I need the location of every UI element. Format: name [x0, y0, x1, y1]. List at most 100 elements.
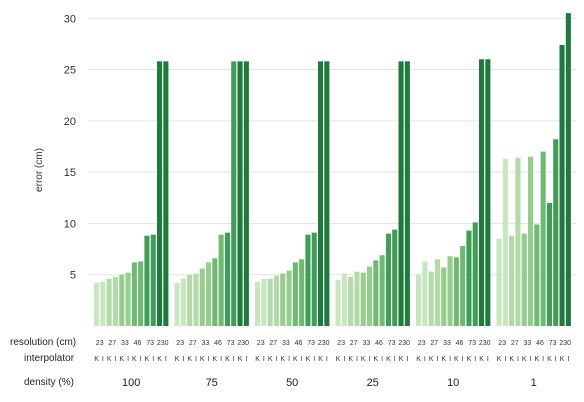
interpolator-tick-label: I	[343, 356, 345, 363]
bar	[479, 59, 485, 327]
resolution-tick-label: 46	[536, 340, 544, 347]
bar	[485, 59, 491, 327]
bar	[193, 273, 199, 326]
interpolator-tick-label: K	[318, 356, 323, 363]
interpolator-tick-label: I	[140, 356, 142, 363]
interpolator-tick-label: I	[449, 356, 451, 363]
interpolator-tick-label: K	[429, 356, 434, 363]
bar	[292, 262, 298, 326]
bar	[286, 270, 292, 326]
bar	[496, 238, 502, 326]
bar	[163, 61, 169, 327]
resolution-tick-label: 27	[269, 340, 277, 347]
interpolator-tick-label: K	[213, 356, 218, 363]
resolution-tick-label: 230	[559, 340, 571, 347]
resolution-tick-label: 33	[202, 340, 210, 347]
interpolator-tick-label: I	[462, 356, 464, 363]
interpolator-tick-label: K	[348, 356, 353, 363]
bar	[255, 281, 261, 326]
resolution-tick-label: 230	[318, 340, 330, 347]
bar	[354, 271, 360, 326]
interpolator-tick-label: K	[225, 356, 230, 363]
density-label: 1	[531, 377, 537, 389]
y-tick-label: 10	[64, 218, 76, 230]
bar	[472, 222, 478, 326]
bar	[112, 276, 118, 326]
bar	[180, 278, 186, 326]
resolution-tick-label: 46	[456, 340, 464, 347]
interpolator-tick-label: K	[187, 356, 192, 363]
interpolator-tick-label: I	[424, 356, 426, 363]
interpolator-tick-label: I	[220, 356, 222, 363]
interpolator-tick-label: I	[555, 356, 557, 363]
interpolator-tick-label: I	[504, 356, 506, 363]
bar	[404, 61, 410, 327]
bar	[267, 278, 273, 326]
resolution-tick-label: 23	[257, 340, 265, 347]
bar	[521, 233, 527, 326]
resolution-row-label: resolution (cm)	[10, 337, 76, 348]
resolution-tick-label: 33	[363, 340, 371, 347]
interpolator-tick-label: K	[293, 356, 298, 363]
y-tick-label: 25	[64, 65, 76, 77]
interpolator-tick-label: I	[542, 356, 544, 363]
interpolator-tick-label: K	[306, 356, 311, 363]
bar	[509, 235, 515, 326]
bar	[373, 260, 379, 326]
bar	[218, 234, 224, 326]
interpolator-tick-label: K	[238, 356, 243, 363]
interpolator-row-label: interpolator	[24, 353, 75, 364]
interpolator-tick-label: K	[280, 356, 285, 363]
interpolator-tick-label: I	[487, 356, 489, 363]
bar	[565, 13, 571, 327]
interpolator-tick-label: I	[406, 356, 408, 363]
resolution-tick-label: 230	[157, 340, 169, 347]
bar	[460, 245, 466, 326]
resolution-tick-label: 73	[146, 340, 154, 347]
bar	[367, 266, 373, 326]
bar	[311, 232, 317, 326]
resolution-tick-label: 73	[227, 340, 235, 347]
bar	[144, 235, 150, 326]
resolution-tick-label: 23	[176, 340, 184, 347]
bar	[428, 271, 434, 326]
resolution-tick-label: 46	[295, 340, 303, 347]
bar	[466, 230, 472, 326]
bar	[119, 274, 125, 326]
y-tick-label: 5	[70, 270, 76, 282]
interpolator-tick-label: I	[567, 356, 569, 363]
interpolator-tick-label: I	[195, 356, 197, 363]
bar	[398, 61, 404, 327]
interpolator-tick-label: I	[275, 356, 277, 363]
bar	[94, 282, 100, 326]
bar	[534, 224, 540, 326]
density-label: 25	[367, 377, 379, 389]
bar	[502, 158, 508, 326]
interpolator-tick-label: I	[313, 356, 315, 363]
interpolator-tick-label: K	[107, 356, 112, 363]
resolution-tick-label: 27	[430, 340, 438, 347]
interpolator-tick-label: K	[522, 356, 527, 363]
interpolator-tick-label: K	[416, 356, 421, 363]
bar	[305, 234, 311, 326]
interpolator-tick-label: K	[175, 356, 180, 363]
resolution-tick-label: 230	[479, 340, 491, 347]
bar	[416, 274, 422, 326]
interpolator-tick-label: I	[233, 356, 235, 363]
bar	[341, 273, 347, 326]
bar	[212, 258, 218, 326]
resolution-tick-label: 27	[108, 340, 116, 347]
interpolator-tick-label: I	[102, 356, 104, 363]
bar	[324, 61, 330, 327]
resolution-tick-label: 27	[189, 340, 197, 347]
resolution-tick-label: 33	[121, 340, 129, 347]
resolution-tick-label: 33	[524, 340, 532, 347]
density-label: 50	[286, 377, 298, 389]
bar	[100, 281, 106, 326]
bar	[434, 259, 440, 326]
bar	[138, 261, 144, 326]
bar	[422, 261, 428, 326]
bar	[237, 61, 243, 327]
bar	[157, 61, 163, 327]
resolution-tick-label: 27	[350, 340, 358, 347]
